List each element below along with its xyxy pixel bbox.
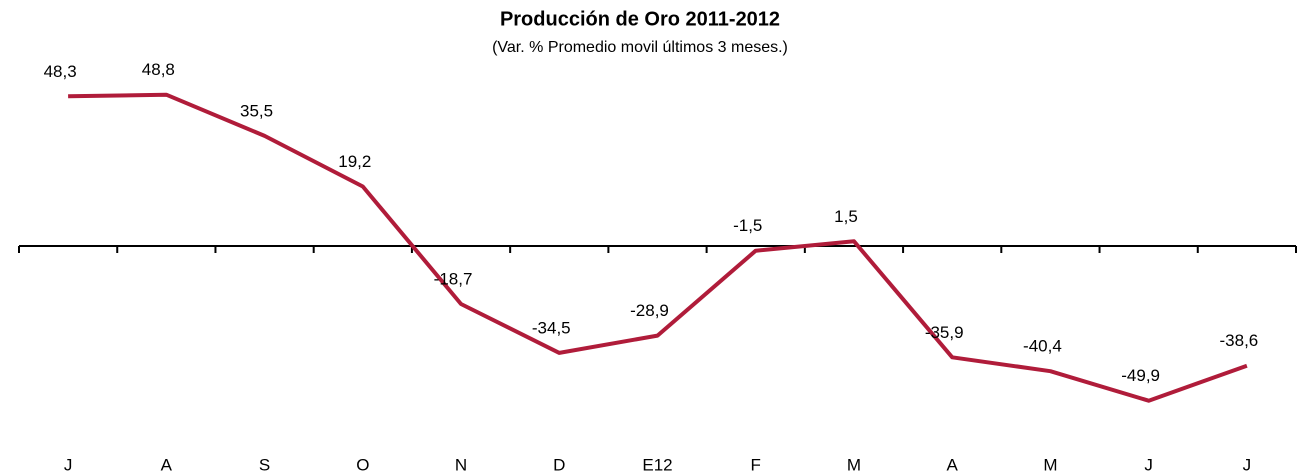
x-tick-label: J xyxy=(1144,455,1153,474)
x-tick-label: S xyxy=(259,455,270,474)
x-tick-label: O xyxy=(356,455,369,474)
data-label: -40,4 xyxy=(1023,337,1062,356)
x-tick-label: M xyxy=(1043,455,1057,474)
chart-subtitle: (Var. % Promedio movil últimos 3 meses.) xyxy=(492,39,788,56)
data-label: 1,5 xyxy=(834,207,858,226)
data-label: -38,6 xyxy=(1220,331,1259,350)
x-tick-label: J xyxy=(64,455,73,474)
data-label: -34,5 xyxy=(532,318,571,337)
x-tick-label: E12 xyxy=(642,455,672,474)
data-label: -28,9 xyxy=(630,301,669,320)
data-label: 48,3 xyxy=(44,62,77,81)
data-label: 48,8 xyxy=(142,60,175,79)
data-label: -18,7 xyxy=(434,269,473,288)
data-label: -49,9 xyxy=(1121,366,1160,385)
x-tick-label: A xyxy=(161,455,173,474)
data-label: 35,5 xyxy=(240,101,273,120)
x-tick-label: N xyxy=(455,455,467,474)
data-label: -1,5 xyxy=(733,216,762,235)
line-series xyxy=(68,92,1248,403)
chart-title: Producción de Oro 2011-2012 xyxy=(500,8,780,30)
x-tick-label: D xyxy=(553,455,565,474)
x-tick-label: J xyxy=(1243,455,1252,474)
x-tick-label: M xyxy=(847,455,861,474)
x-tick-label: F xyxy=(751,455,761,474)
x-tick-label: A xyxy=(947,455,959,474)
data-label: -35,9 xyxy=(925,323,964,342)
data-label: 19,2 xyxy=(338,152,371,171)
